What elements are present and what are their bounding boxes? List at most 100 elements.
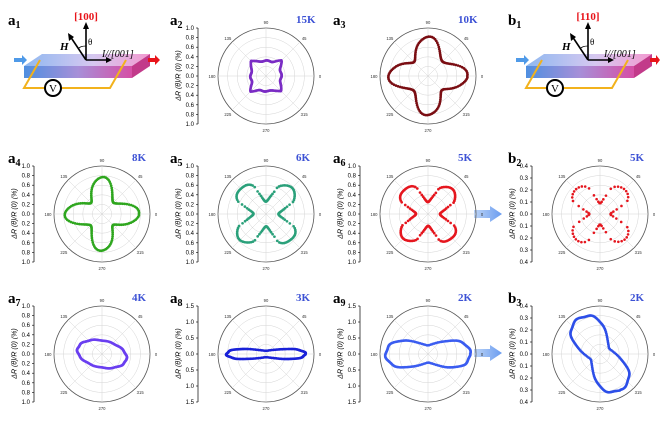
y-tick-label: 0.6 [186, 183, 195, 189]
data-point [90, 190, 93, 193]
incoming-arrow [516, 55, 529, 65]
data-point [437, 45, 441, 49]
field-arrow [69, 35, 87, 61]
y-axis-title: ΔR (θ)/R (0) (%) [11, 328, 19, 379]
data-point [587, 238, 591, 242]
polar-plot-a4: 0 45 90 135 180 225 270 315 1.0 0.8 0.6 0.4 0.2 0.0 0.… [12, 152, 166, 274]
y-tick-label: 0.6 [186, 45, 195, 51]
angle-tick-label: 0 [155, 352, 158, 357]
angle-tick-label: 135 [386, 174, 394, 179]
field-label: H [59, 41, 69, 53]
data-point [574, 237, 578, 241]
data-point [269, 230, 273, 234]
grid-spoke [565, 179, 601, 215]
y-tick-label: 0.6 [348, 241, 357, 247]
y-tick-label: 0.1 [520, 224, 529, 230]
y-tick-label: 0.2 [186, 222, 195, 228]
angle-tick-label: 315 [137, 250, 145, 255]
angle-tick-label: 180 [209, 212, 217, 217]
y-tick-label: 0.3 [520, 388, 529, 394]
angle-label: θ [590, 37, 594, 47]
y-tick-label: 0.5 [348, 368, 357, 374]
angle-tick-label: 180 [543, 352, 551, 357]
slab-side [132, 54, 150, 78]
angle-arc [77, 45, 87, 50]
temperature-label: 5K [458, 152, 473, 164]
data-point [273, 235, 276, 239]
data-point [434, 191, 438, 195]
data-point [626, 192, 629, 196]
data-point [81, 201, 84, 205]
data-point [69, 220, 73, 224]
angle-tick-label: 315 [301, 112, 309, 117]
y-tick-label: 0.8 [22, 250, 31, 256]
y-tick-label: 0.4 [22, 231, 31, 237]
data-point [110, 192, 114, 196]
data-point [275, 239, 279, 243]
grid-spoke [265, 213, 301, 249]
data-point [572, 225, 575, 229]
panel-label-a3: a3 [333, 13, 346, 31]
angle-tick-label: 270 [425, 266, 433, 271]
data-point [625, 236, 629, 239]
y-tick-label: 0.6 [22, 381, 31, 387]
data-point [236, 200, 240, 203]
angle-tick-label: 270 [263, 266, 271, 271]
y-tick-label: 0.1 [520, 340, 529, 346]
data-point [241, 221, 244, 225]
polar-svg-a7: 0 45 90 135 180 225 270 315 1.0 0.8 0.6 0.4 0.2 0.0 0.… [22, 298, 158, 411]
angle-tick-label: 0 [481, 212, 484, 217]
data-point [610, 211, 613, 215]
grid-spoke [101, 319, 137, 355]
data-point [597, 200, 600, 204]
data-point [109, 184, 113, 188]
y-tick-label: 1.0 [186, 384, 195, 390]
data-point [272, 190, 276, 194]
y-tick-label: 0.4 [186, 55, 195, 61]
angle-tick-label: 45 [138, 314, 143, 319]
angle-tick-label: 0 [481, 352, 484, 357]
data-point [416, 237, 419, 241]
data-point [137, 214, 141, 217]
y-tick-label: 0.2 [186, 64, 195, 70]
angle-tick-label: 0 [653, 212, 656, 217]
angle-tick-label: 0 [319, 74, 322, 79]
data-point [602, 198, 605, 201]
grid-spoke [101, 213, 137, 249]
angle-tick-label: 270 [99, 406, 107, 411]
data-point [595, 197, 598, 201]
data-point [626, 225, 629, 229]
y-tick-label: 0.4 [520, 400, 529, 406]
data-point [626, 195, 630, 199]
data-point [620, 204, 623, 208]
data-point [577, 186, 581, 189]
data-point [612, 210, 615, 213]
data-point [418, 191, 422, 194]
data-point [577, 239, 580, 243]
current-arrow-head [106, 57, 112, 63]
y-tick-label: 0.6 [22, 241, 31, 247]
voltmeter-circle [44, 79, 62, 97]
polar-plot-b3: 0 45 90 135 180 225 270 315 0.4 0.3 0.2 0.1 0.0 0.1 0.… [510, 292, 664, 414]
y-tick-label: 0.8 [186, 250, 195, 256]
y-tick-label: 0.0 [186, 352, 195, 358]
y-tick-label: 1.0 [22, 400, 31, 406]
polar-plot-a8: 0 45 90 135 180 225 270 315 1.5 1.0 0.5 0.0 0.5 1.0 1.… [176, 292, 330, 414]
data-point [452, 224, 456, 228]
y-tick-label: 0.6 [22, 323, 31, 329]
data-point [73, 222, 77, 225]
data-point [585, 215, 589, 218]
polar-svg-a9: 0 45 90 135 180 225 270 315 1.5 1.0 0.5 0.0 0.5 1.0 1.… [348, 298, 484, 411]
data-point [611, 215, 615, 218]
schematic-b1: V [110] H θ I//[001] [516, 10, 662, 130]
y-tick-label: 1.0 [348, 260, 357, 266]
polar-svg-a5: 0 45 90 135 180 225 270 315 1.0 0.8 0.6 0.4 0.2 0.0 0.… [186, 158, 322, 271]
angle-arc [579, 45, 589, 50]
angle-tick-label: 270 [425, 406, 433, 411]
grid-spoke [565, 213, 601, 249]
data-point [438, 186, 442, 190]
data-point [572, 235, 576, 239]
polar-svg-a4: 0 45 90 135 180 225 270 315 1.0 0.8 0.6 0.4 0.2 0.0 0.… [22, 158, 158, 271]
polar-plot-a3: 0 45 90 135 180 225 270 315 10K [340, 14, 492, 136]
angle-tick-label: 135 [386, 314, 394, 319]
